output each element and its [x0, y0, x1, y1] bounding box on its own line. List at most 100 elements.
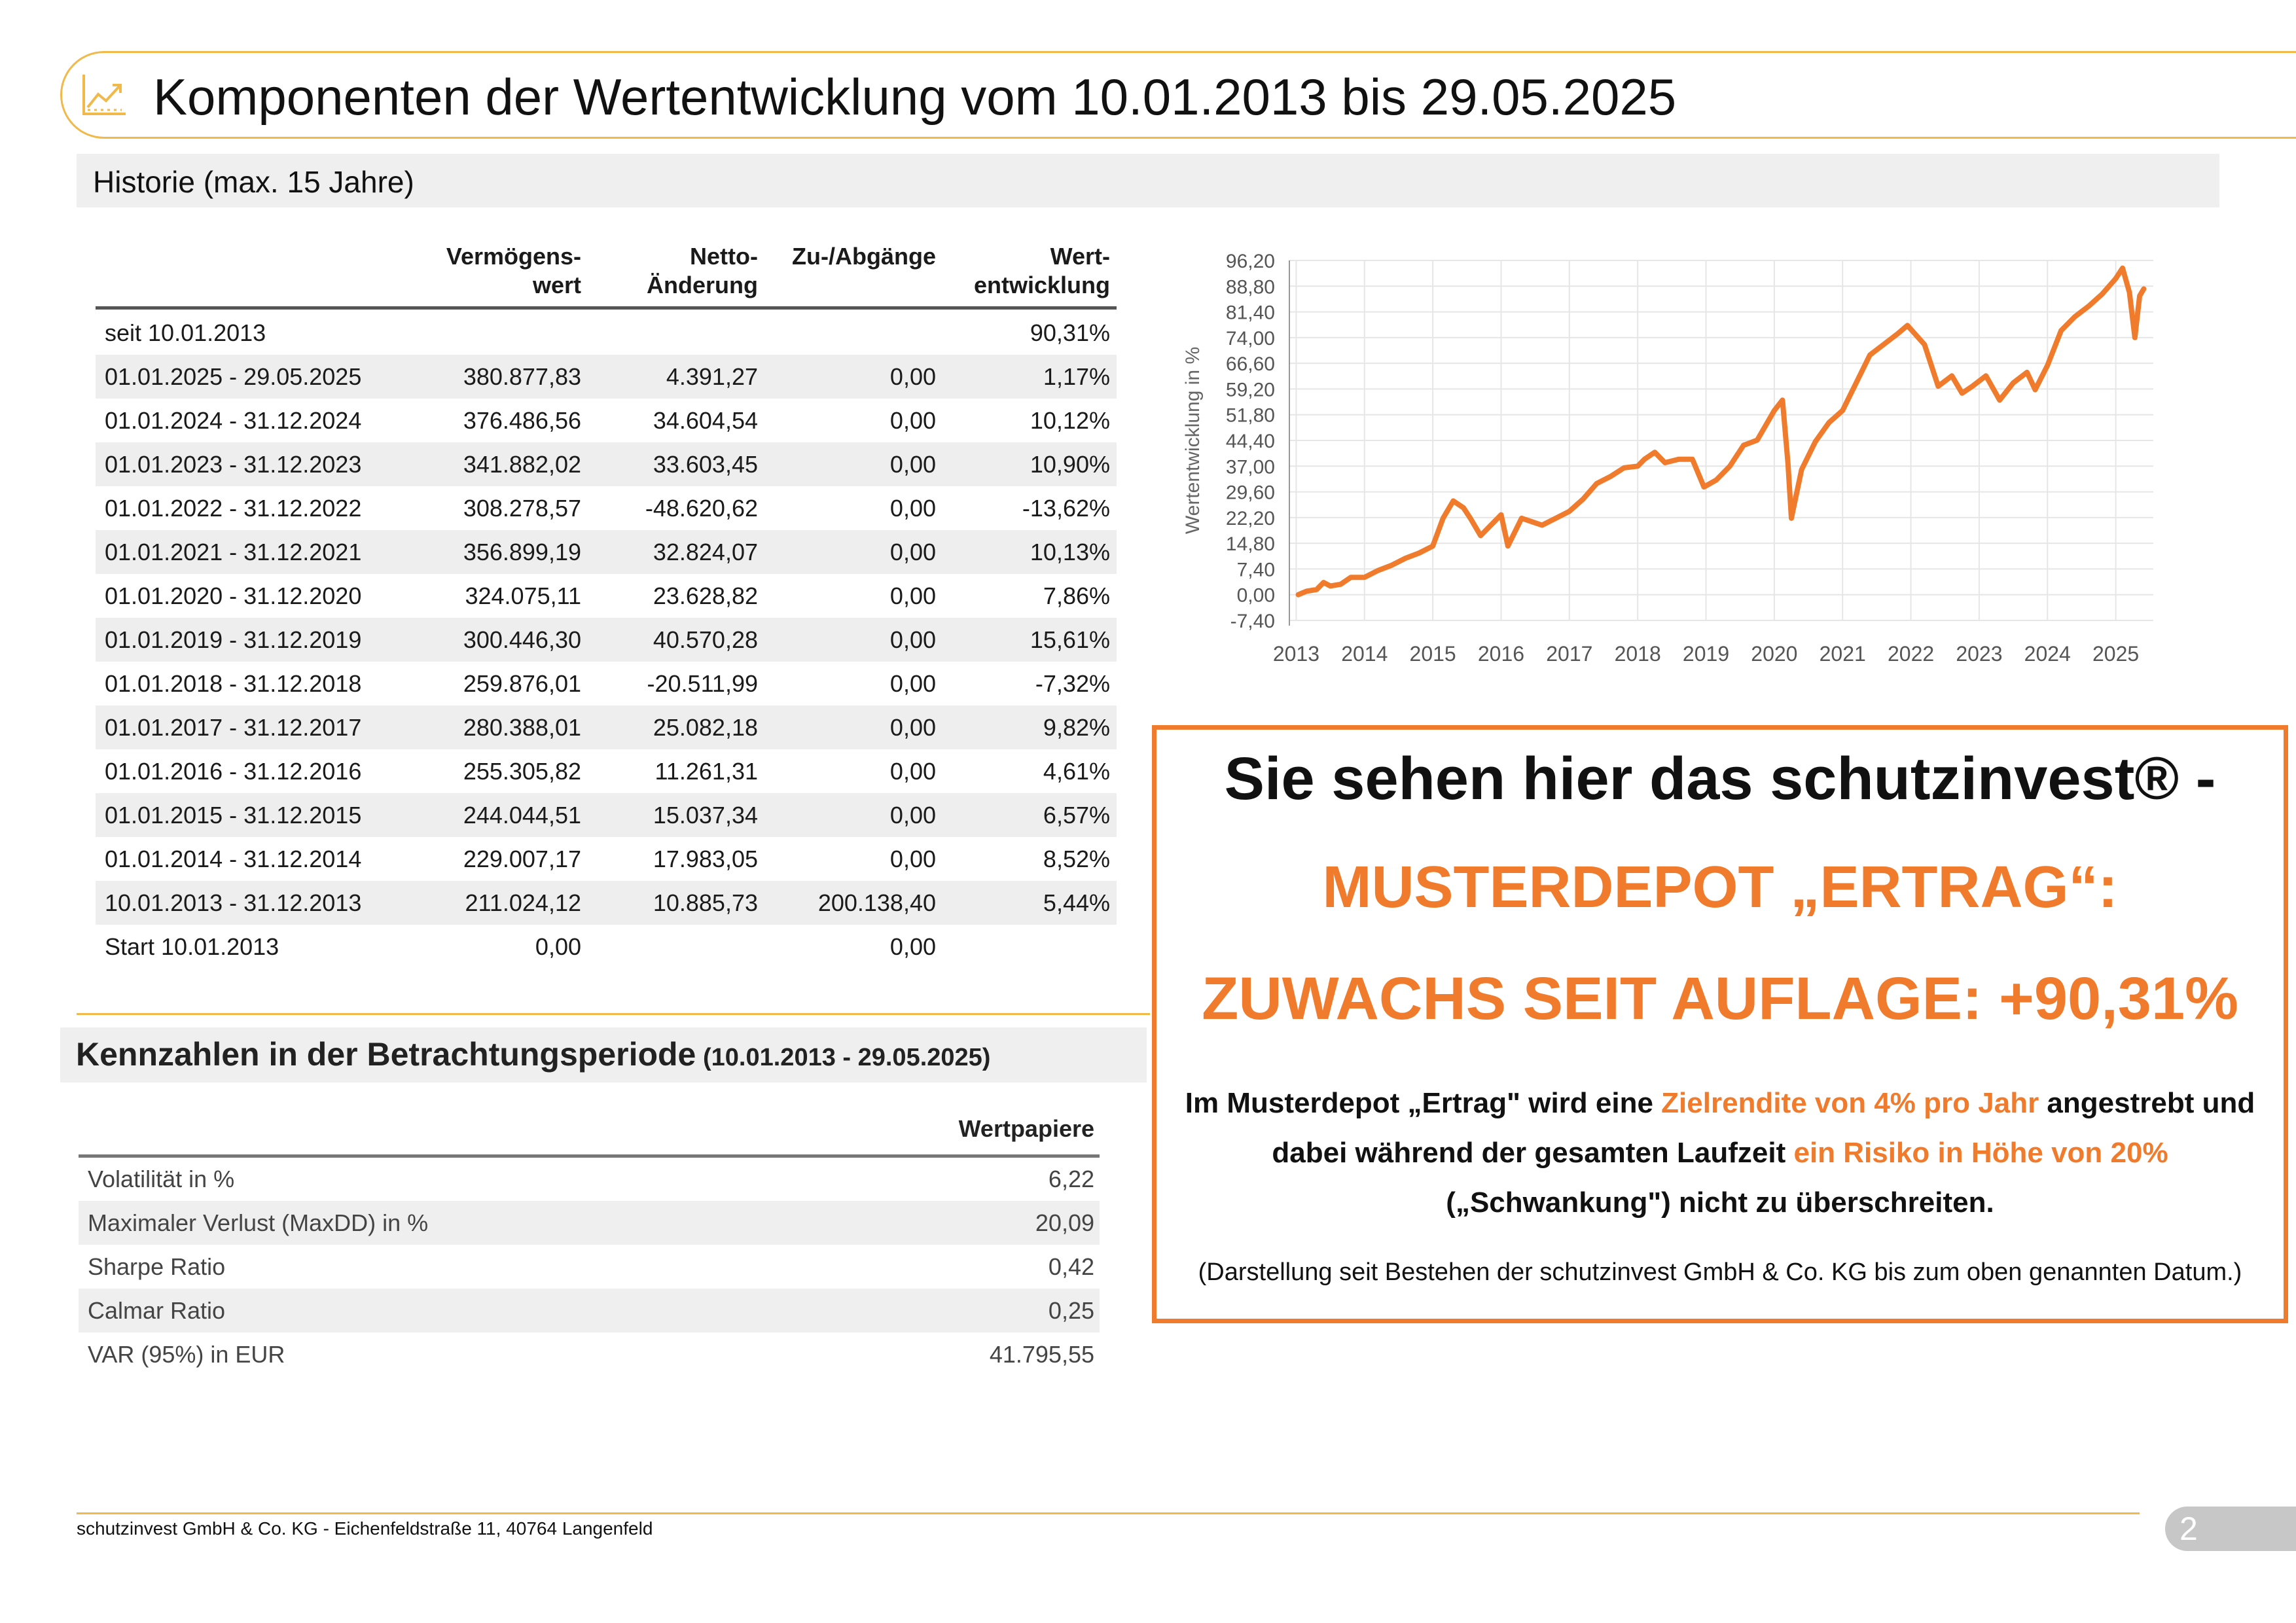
x-tick-label: 2020	[1751, 642, 1797, 666]
kennzahlen-section-bar	[60, 1027, 1147, 1082]
y-tick-label: 51,80	[1226, 405, 1275, 427]
table-cell: 15.037,34	[653, 802, 758, 829]
kennzahl-value: 0,25	[1048, 1297, 1094, 1324]
table-cell: seit 10.01.2013	[105, 319, 266, 346]
kennzahlen-header-rule	[79, 1154, 1100, 1158]
table-cell: Start 10.01.2013	[105, 933, 279, 960]
table-header-rule	[96, 306, 1117, 310]
kennzahl-row: Maximaler Verlust (MaxDD) in % 20,09	[79, 1201, 1100, 1245]
table-cell: 01.01.2020 - 31.12.2020	[105, 582, 362, 609]
performance-chart: 96,20 88,80 81,40 74,00 66,60 59,20 51,80 44,40…	[1182, 251, 2153, 666]
table-row: 01.01.2022 - 31.12.2022 308.278,57 -48.620…	[96, 486, 1117, 530]
table-cell: 255.305,82	[463, 758, 581, 785]
table-cell: 40.570,28	[653, 626, 758, 653]
promo-highlight-zielrendite: Zielrendite von 4% pro Jahr	[1661, 1087, 2039, 1119]
y-tick-label: 0,00	[1237, 585, 1275, 607]
col-header-vermoegenswert: Vermögens- wert	[446, 243, 581, 298]
kennzahlen-period: (10.01.2013 - 29.05.2025)	[703, 1044, 991, 1071]
table-row: 01.01.2015 - 31.12.2015 244.044,51 15.037,…	[96, 793, 1117, 837]
kennzahl-label: Sharpe Ratio	[88, 1253, 226, 1280]
historie-section-bar	[77, 154, 2219, 207]
kennzahl-value: 20,09	[1035, 1209, 1094, 1236]
promo-body-line-3: („Schwankung") nicht zu überschreiten.	[1446, 1186, 1994, 1219]
table-row: 01.01.2019 - 31.12.2019 300.446,30 40.570,…	[96, 618, 1117, 662]
y-tick-label: 74,00	[1226, 328, 1275, 349]
x-tick-label: 2025	[2092, 642, 2139, 666]
table-row: 01.01.2016 - 31.12.2016 255.305,82 11.261,…	[96, 749, 1117, 793]
table-cell: 229.007,17	[463, 846, 581, 872]
trend-chart-icon	[82, 75, 126, 115]
table-cell: 0,00	[889, 495, 936, 522]
table-cell: 4,61%	[1043, 758, 1110, 785]
page-title: Komponenten der Wertentwicklung vom 10.0…	[153, 68, 1677, 126]
table-cell: 259.876,01	[463, 670, 581, 697]
table-cell: 0,00	[889, 846, 936, 872]
promo-box	[1152, 725, 2288, 1323]
table-cell: 7,86%	[1043, 582, 1110, 609]
x-tick-label: 2013	[1273, 642, 1319, 666]
y-tick-label: 22,20	[1226, 508, 1275, 529]
table-row: 01.01.2014 - 31.12.2014 229.007,17 17.983,…	[96, 837, 1117, 881]
table-cell: -20.511,99	[647, 670, 758, 697]
promo-text: Im Musterdepot „Ertrag" wird eine	[1185, 1087, 1662, 1119]
table-cell: 01.01.2023 - 31.12.2023	[105, 451, 362, 478]
table-cell: 17.983,05	[653, 846, 758, 872]
y-tick-label: 88,80	[1226, 276, 1275, 298]
table-cell: -48.620,62	[645, 495, 758, 522]
table-cell: 01.01.2019 - 31.12.2019	[105, 626, 362, 653]
y-tick-label: 44,40	[1226, 431, 1275, 452]
table-cell: 34.604,54	[653, 407, 758, 434]
promo-growth: ZUWACHS SEIT AUFLAGE: +90,31%	[1202, 965, 2238, 1032]
table-cell: 1,17%	[1043, 363, 1110, 390]
table-cell: 200.138,40	[817, 889, 936, 916]
kennzahl-label: Volatilität in %	[88, 1166, 235, 1192]
table-cell: -7,32%	[1035, 670, 1110, 697]
table-cell: 4.391,27	[666, 363, 758, 390]
y-tick-label: -7,40	[1230, 611, 1275, 632]
table-cell: 376.486,56	[463, 407, 581, 434]
table-row: 10.01.2013 - 31.12.2013 211.024,12 10.885,…	[96, 881, 1117, 925]
series-line	[1295, 265, 2147, 597]
promo-headline: Sie sehen hier das schutzinvest® -	[1224, 745, 2216, 812]
table-cell: 280.388,01	[463, 714, 581, 741]
table-row: 01.01.2018 - 31.12.2018 259.876,01 -20.511…	[96, 662, 1117, 705]
table-cell: 0,00	[889, 407, 936, 434]
table-cell: 6,57%	[1043, 802, 1110, 829]
table-cell: 0,00	[889, 802, 936, 829]
table-cell: 8,52%	[1043, 846, 1110, 872]
x-tick-label: 2019	[1683, 642, 1729, 666]
table-cell: 300.446,30	[463, 626, 581, 653]
promo-depot-name: MUSTERDEPOT „ERTRAG“:	[1322, 855, 2118, 920]
kennzahl-label: Calmar Ratio	[88, 1297, 226, 1324]
table-cell: 0,00	[889, 451, 936, 478]
col-header-wertpapiere: Wertpapiere	[958, 1115, 1094, 1142]
table-cell: 10,13%	[1030, 539, 1110, 565]
y-tick-label: 7,40	[1237, 559, 1275, 580]
table-cell: 01.01.2015 - 31.12.2015	[105, 802, 362, 829]
table-cell: 10,90%	[1030, 451, 1110, 478]
y-tick-label: 66,60	[1226, 353, 1275, 375]
table-cell: 01.01.2018 - 31.12.2018	[105, 670, 362, 697]
promo-text: dabei während der gesamten Laufzeit	[1272, 1137, 1794, 1169]
table-row: 01.01.2023 - 31.12.2023 341.882,02 33.603,…	[96, 442, 1117, 486]
table-cell: 90,31%	[1030, 319, 1110, 346]
y-tick-label: 81,40	[1226, 302, 1275, 324]
table-cell: 380.877,83	[463, 363, 581, 390]
table-cell: 356.899,19	[463, 539, 581, 565]
x-tick-label: 2016	[1478, 642, 1524, 666]
table-cell: 0,00	[889, 582, 936, 609]
kennzahl-value: 6,22	[1048, 1166, 1094, 1192]
table-cell: 11.261,31	[655, 758, 758, 785]
table-cell: 33.603,45	[653, 451, 758, 478]
history-table: Vermögens- wert Netto- Änderung Zu-/Abgä…	[96, 236, 1117, 975]
col-header-netto-aenderung: Netto- Änderung	[647, 243, 758, 298]
x-tick-label: 2022	[1888, 642, 1934, 666]
kennzahl-row: VAR (95%) in EUR 41.795,55	[79, 1332, 1100, 1376]
historie-title: Historie (max. 15 Jahre)	[93, 165, 414, 199]
col-header-zu-abgaenge: Zu-/Abgänge	[792, 243, 936, 270]
footer-rule	[77, 1512, 2140, 1514]
kennzahl-row: Sharpe Ratio 0,42	[79, 1245, 1100, 1289]
table-cell: 01.01.2016 - 31.12.2016	[105, 758, 362, 785]
table-cell: 0,00	[889, 758, 936, 785]
promo-body-line-1: Im Musterdepot „Ertrag" wird eine Zielre…	[1157, 1079, 2284, 1128]
